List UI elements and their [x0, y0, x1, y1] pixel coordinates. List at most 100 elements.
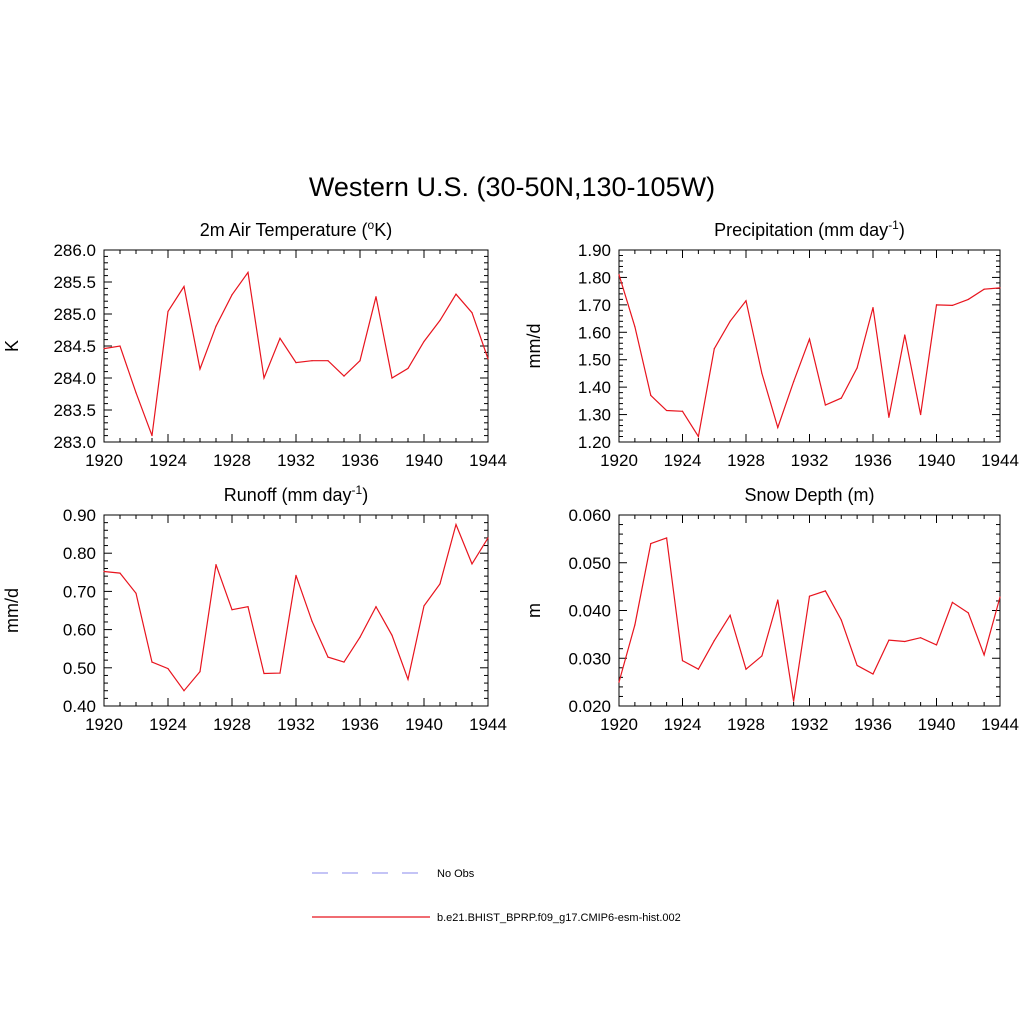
y-axis-label: m	[524, 603, 544, 618]
data-point	[231, 609, 233, 611]
data-point	[391, 377, 393, 379]
data-point	[920, 413, 922, 416]
data-point	[391, 634, 393, 636]
data-point	[471, 312, 473, 314]
data-point	[487, 537, 489, 539]
chart-panel-0: 1920 1924 1928 1932 1936 1940 1944 283.0 283.5 28…	[2, 218, 507, 470]
data-point	[713, 348, 715, 350]
data-point	[729, 614, 731, 616]
figure-title: Western U.S. (30-50N,130-105W)	[309, 172, 715, 202]
data-point	[279, 672, 281, 674]
data-point	[856, 367, 858, 369]
data-point	[167, 667, 169, 670]
data-point	[311, 360, 313, 362]
data-point	[808, 338, 811, 340]
data-point	[983, 288, 985, 290]
x-tick-label: 1920	[600, 451, 638, 470]
data-point	[840, 397, 842, 399]
x-tick-label: 1944	[981, 451, 1019, 470]
data-point	[263, 672, 265, 675]
y-tick-label: 0.050	[568, 554, 611, 573]
data-point	[951, 601, 953, 603]
data-point	[183, 285, 185, 288]
data-point	[793, 700, 795, 702]
data-point	[904, 640, 906, 643]
data-point	[697, 435, 699, 438]
plot-frame	[103, 514, 489, 707]
data-point	[327, 656, 329, 658]
y-axis-label: mm/d	[524, 324, 544, 369]
y-tick-label: 0.040	[568, 602, 611, 621]
data-point	[311, 620, 313, 622]
x-tick-label: 1932	[277, 715, 315, 734]
data-point	[824, 590, 826, 592]
x-tick-label: 1940	[918, 715, 956, 734]
data-point	[999, 596, 1001, 598]
y-tick-label: 285.5	[53, 273, 96, 292]
data-point	[359, 636, 361, 638]
data-point	[439, 319, 441, 321]
data-point	[423, 605, 425, 607]
y-tick-label: 0.80	[63, 544, 96, 563]
data-point	[761, 655, 763, 657]
y-tick-label: 1.80	[578, 268, 611, 287]
data-point	[967, 612, 969, 614]
x-tick-label: 1936	[341, 715, 379, 734]
data-point	[199, 671, 201, 673]
data-point	[247, 271, 249, 273]
data-point	[167, 310, 169, 313]
data-point	[697, 668, 699, 670]
data-point	[920, 637, 922, 639]
data-point	[793, 381, 795, 383]
plot-frame	[103, 249, 489, 443]
data-point	[407, 678, 409, 680]
data-point	[215, 325, 217, 327]
y-tick-label: 1.60	[578, 323, 611, 342]
y-tick-label: 0.60	[63, 621, 96, 640]
data-point	[872, 307, 874, 309]
panel-title: Runoff (mm day-1)	[224, 483, 368, 505]
data-point	[808, 595, 811, 597]
y-tick-label: 1.70	[578, 296, 611, 315]
x-tick-label: 1924	[149, 451, 187, 470]
data-point	[199, 368, 201, 370]
x-tick-label: 1920	[85, 715, 123, 734]
y-tick-label: 0.030	[568, 649, 611, 668]
x-tick-label: 1944	[469, 715, 507, 734]
data-point	[151, 435, 153, 437]
data-point	[618, 681, 620, 683]
y-tick-label: 0.90	[63, 506, 96, 525]
x-tick-label: 1928	[727, 451, 765, 470]
data-point	[745, 668, 747, 670]
x-tick-label: 1936	[854, 451, 892, 470]
data-point	[713, 639, 715, 642]
data-point	[279, 337, 281, 339]
y-tick-label: 0.020	[568, 697, 611, 716]
y-tick-label: 1.30	[578, 406, 611, 425]
data-point	[471, 563, 473, 565]
x-tick-label: 1924	[664, 715, 702, 734]
y-axis-label: mm/d	[2, 588, 22, 633]
y-tick-label: 0.50	[63, 659, 96, 678]
data-point	[729, 320, 731, 322]
x-tick-label: 1932	[791, 451, 829, 470]
data-point	[856, 664, 858, 667]
data-point	[455, 523, 457, 526]
x-tick-label: 1940	[918, 451, 956, 470]
y-tick-label: 284.5	[53, 337, 96, 356]
data-point	[231, 294, 233, 296]
data-point	[103, 570, 105, 573]
data-point	[407, 367, 409, 369]
data-point	[103, 347, 105, 350]
data-point	[888, 416, 890, 418]
panel-title: Precipitation (mm day-1)	[714, 218, 905, 240]
y-tick-label: 1.40	[578, 378, 611, 397]
legend: No Obs b.e21.BHIST_BPRP.f09_g17.CMIP6-esm…	[312, 868, 681, 924]
y-tick-label: 0.40	[63, 697, 96, 716]
data-point	[983, 654, 985, 656]
data-point	[872, 673, 874, 675]
data-point	[183, 690, 185, 692]
panel-title: 2m Air Temperature (oK)	[200, 218, 392, 240]
data-point	[487, 358, 489, 360]
